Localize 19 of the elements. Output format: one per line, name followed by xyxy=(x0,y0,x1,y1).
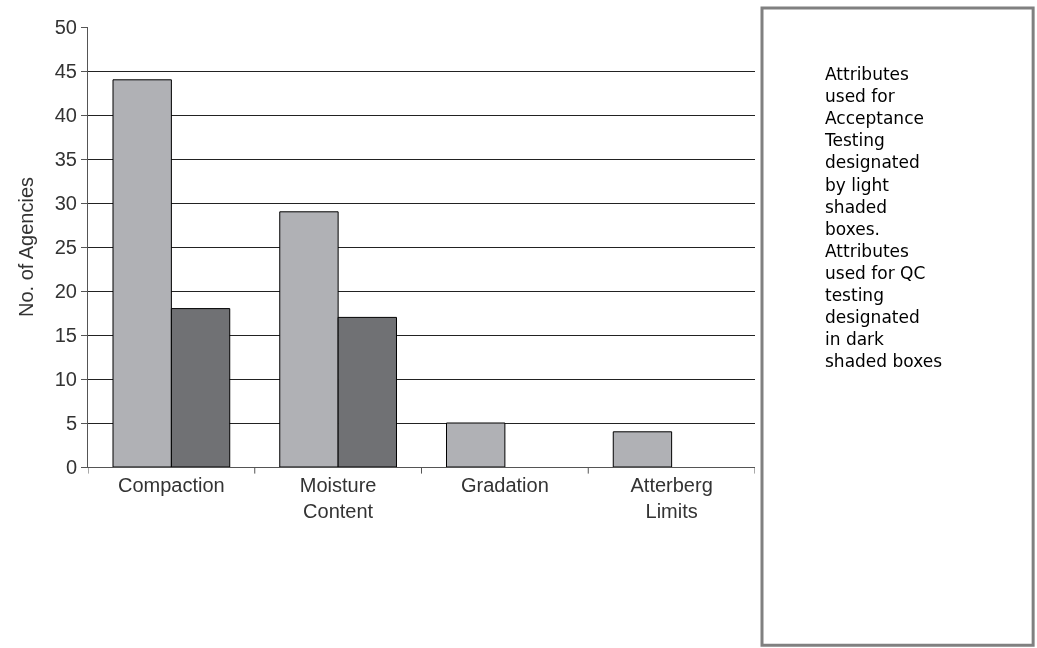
y-tick-label: 45 xyxy=(54,60,77,82)
y-tick-label: 5 xyxy=(65,412,77,434)
y-tick-label: 10 xyxy=(54,368,77,390)
y-tick-label: 15 xyxy=(54,324,77,346)
x-tick-label: Compaction xyxy=(118,474,225,496)
y-axis-title: No. of Agencies xyxy=(15,176,38,318)
y-tick-label: 30 xyxy=(54,192,77,214)
x-tick-label: Atterberg Limits xyxy=(630,474,713,522)
y-tick-label: 50 xyxy=(54,16,77,38)
x-tick-label: Moisture Content xyxy=(299,474,377,522)
y-tick-label: 25 xyxy=(54,236,77,258)
y-tick-label: 40 xyxy=(54,104,77,126)
x-tick-label: Gradation xyxy=(460,474,549,496)
y-tick-label: 35 xyxy=(54,148,77,170)
bar xyxy=(612,431,673,467)
bar xyxy=(446,422,506,467)
text: Attributes used for Acceptance Testing designated by light shaded boxes. Attributes used for QC testing designated in dark shaded boxes xyxy=(825,64,943,372)
y-tick-label: 20 xyxy=(54,280,77,302)
y-tick-label: 0 xyxy=(65,456,77,478)
